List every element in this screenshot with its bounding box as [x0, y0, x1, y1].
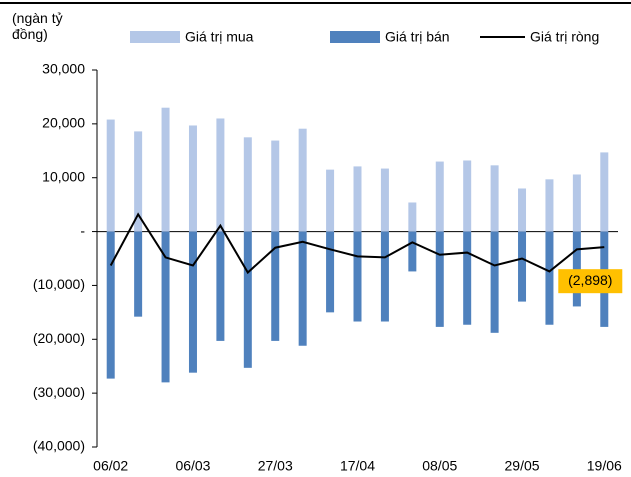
bar	[243, 231, 252, 368]
y-tick-label: (30,000)	[33, 384, 85, 400]
y-tick-label: 30,000	[42, 61, 85, 77]
bar	[435, 161, 444, 232]
bar	[408, 202, 417, 232]
bar	[216, 118, 225, 232]
x-tick-label: 17/04	[340, 458, 375, 474]
bar	[380, 168, 389, 232]
y-tick-label: (40,000)	[33, 438, 85, 454]
x-tick-label: 27/03	[258, 458, 293, 474]
bar	[134, 231, 143, 317]
bar	[326, 169, 335, 232]
bar	[243, 137, 252, 232]
y-tick-label: (10,000)	[33, 276, 85, 292]
x-tick-label: 08/05	[422, 458, 457, 474]
x-tick-label: 06/03	[175, 458, 210, 474]
x-tick-label: 06/02	[93, 458, 128, 474]
bar	[518, 231, 527, 302]
bar	[188, 231, 197, 373]
line	[109, 212, 605, 275]
bar	[572, 231, 581, 307]
bar	[161, 231, 170, 383]
bar	[490, 165, 499, 232]
legend-label: Giá trị bán	[385, 29, 450, 45]
legend-label: Giá trị mua	[185, 29, 254, 45]
x-tick-label: 19/06	[587, 458, 622, 474]
bar	[298, 128, 307, 232]
bar	[353, 231, 362, 322]
x-tick-label: 29/05	[505, 458, 540, 474]
bar	[134, 131, 143, 232]
bar	[188, 125, 197, 232]
legend-swatch	[330, 31, 380, 43]
y-tick-label: 20,000	[42, 115, 85, 131]
bar	[463, 160, 472, 232]
y-tick-label: (20,000)	[33, 330, 85, 346]
y-axis-label: (ngàn tỷ đồng)	[12, 10, 63, 42]
y-tick-label: -	[80, 222, 85, 238]
bar	[408, 231, 417, 272]
value-label: (2,898)	[568, 272, 612, 288]
y-tick-label: 10,000	[42, 168, 85, 184]
bar	[518, 188, 527, 232]
bar	[545, 179, 554, 232]
bar	[298, 231, 307, 346]
bar	[271, 140, 280, 232]
bar	[490, 231, 499, 333]
bar	[353, 166, 362, 232]
bar	[106, 119, 115, 232]
bar	[161, 107, 170, 232]
bar	[271, 231, 280, 341]
bar	[216, 231, 225, 341]
bar	[106, 231, 115, 379]
value-label-bg	[558, 269, 623, 294]
legend-label: Giá trị ròng	[530, 29, 599, 45]
bar	[600, 152, 609, 232]
bar	[326, 231, 335, 313]
legend-swatch	[130, 31, 180, 43]
bar	[545, 231, 554, 325]
bar	[572, 174, 581, 232]
bar	[463, 231, 472, 325]
bar	[435, 231, 444, 327]
bar	[380, 231, 389, 322]
